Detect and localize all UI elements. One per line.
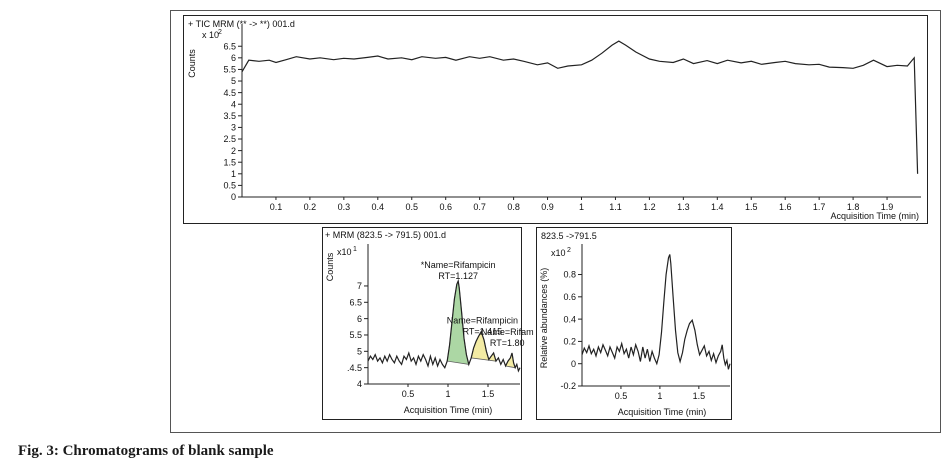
y-tick-label: 2 bbox=[231, 146, 236, 156]
peak-annotation: RT=1.127 bbox=[438, 271, 478, 281]
x-tick-label: 1 bbox=[445, 389, 450, 399]
tic-chromatogram-chart: + TIC MRM (** -> **) 001.dx 102Counts00.… bbox=[187, 19, 921, 221]
y-tick-label: 4 bbox=[357, 379, 362, 389]
peak-annotation: Name=Rifam bbox=[481, 327, 534, 337]
y-axis-label: Counts bbox=[325, 252, 335, 281]
x-tick-label: 1 bbox=[579, 202, 584, 212]
series-line-1 bbox=[367, 278, 521, 373]
relative-abundance-panel: 823.5 ->791.5 x10 2 Relative abundances (%)… bbox=[536, 227, 732, 420]
x-tick-label: 0.2 bbox=[304, 202, 317, 212]
y-tick-label: 0.5 bbox=[223, 181, 236, 191]
y-tick-label: 4 bbox=[231, 99, 236, 109]
x-tick-label: 0.6 bbox=[439, 202, 452, 212]
relative-abundance-chart: 823.5 ->791.5 x10 2 Relative abundances (%)… bbox=[539, 231, 731, 417]
x-tick-label: 1.8 bbox=[847, 202, 860, 212]
x-tick-label: 1.5 bbox=[482, 389, 495, 399]
peak-annotation: RT=1.415 bbox=[463, 327, 503, 337]
y-tick-label: 5 bbox=[357, 346, 362, 356]
x-tick-label: 0.4 bbox=[372, 202, 385, 212]
y-tick-label: 1 bbox=[231, 169, 236, 179]
x-axis-label: Acquisition Time (min) bbox=[618, 407, 707, 417]
x-tick-label: 0.8 bbox=[507, 202, 520, 212]
x-tick-label: 1.1 bbox=[609, 202, 622, 212]
x-tick-label: 1 bbox=[657, 391, 662, 401]
y-exponent-label: x 10 bbox=[202, 30, 219, 40]
y-tick-label: 0.2 bbox=[563, 337, 576, 347]
x-axis-label: Acquisition Time (min) bbox=[830, 211, 919, 221]
figure-frame bbox=[170, 10, 941, 433]
x-tick-label: 1.9 bbox=[881, 202, 894, 212]
y-exponent-superscript: 2 bbox=[218, 29, 222, 36]
figure-caption: Fig. 3: Chromatograms of blank sample bbox=[18, 443, 274, 459]
y-exponent-label: x10 bbox=[551, 248, 566, 258]
series-line-1 bbox=[241, 40, 919, 174]
y-axis-label: Relative abundances (%) bbox=[539, 268, 549, 369]
x-tick-label: 0.7 bbox=[473, 202, 486, 212]
y-tick-label: 5 bbox=[231, 76, 236, 86]
y-tick-label: 6.5 bbox=[349, 297, 362, 307]
peak-annotation: Name=Rifampicin bbox=[447, 316, 518, 326]
y-tick-label: 7 bbox=[357, 281, 362, 291]
y-tick-label: 6 bbox=[357, 314, 362, 324]
tic-chromatogram-panel: + TIC MRM (** -> **) 001.d x 10 2 Counts 0 0.… bbox=[183, 15, 928, 224]
x-tick-label: 1.2 bbox=[643, 202, 656, 212]
y-tick-label: 0 bbox=[571, 359, 576, 369]
x-tick-label: 1.4 bbox=[711, 202, 724, 212]
y-tick-label: 3 bbox=[231, 123, 236, 133]
peak-annotation: *Name=Rifampicin bbox=[421, 260, 496, 270]
x-tick-label: 0.5 bbox=[615, 391, 628, 401]
y-tick-label: 5.5 bbox=[223, 65, 236, 75]
y-exponent-label: x10 bbox=[337, 247, 352, 257]
x-tick-label: 1.3 bbox=[677, 202, 690, 212]
chart-title: + MRM (823.5 -> 791.5) 001.d bbox=[325, 230, 446, 240]
y-tick-label: 6 bbox=[231, 53, 236, 63]
y-tick-label: 0.6 bbox=[563, 292, 576, 302]
x-tick-label: 1.6 bbox=[779, 202, 792, 212]
y-tick-label: .4.5 bbox=[347, 363, 362, 373]
y-tick-label: 3.5 bbox=[223, 111, 236, 121]
x-tick-label: 0.1 bbox=[270, 202, 283, 212]
y-tick-label: 5.5 bbox=[349, 330, 362, 340]
x-tick-label: 0.9 bbox=[541, 202, 554, 212]
x-tick-label: 1.5 bbox=[693, 391, 706, 401]
y-axis-label: Counts bbox=[187, 49, 197, 78]
y-tick-label: 1.5 bbox=[223, 157, 236, 167]
y-tick-label: 0.8 bbox=[563, 270, 576, 280]
peak-annotation: RT=1.80 bbox=[490, 338, 525, 348]
y-tick-label: 2.5 bbox=[223, 134, 236, 144]
chart-title: 823.5 ->791.5 bbox=[541, 231, 597, 241]
chart-title: + TIC MRM (** -> **) 001.d bbox=[188, 19, 295, 29]
y-tick-label: 0 bbox=[231, 192, 236, 202]
x-tick-label: 1.7 bbox=[813, 202, 826, 212]
x-tick-label: 0.5 bbox=[405, 202, 418, 212]
y-exponent-superscript: 1 bbox=[353, 246, 357, 253]
y-tick-label: 4.5 bbox=[223, 88, 236, 98]
mrm-chromatogram-panel: + MRM (823.5 -> 791.5) 001.d x10 1 Counts 4.… bbox=[322, 227, 534, 420]
y-exponent-superscript: 2 bbox=[567, 247, 571, 254]
x-tick-label: 0.5 bbox=[402, 389, 415, 399]
y-tick-label: -0.2 bbox=[560, 381, 576, 391]
x-tick-label: 1.5 bbox=[745, 202, 758, 212]
x-tick-label: 0.3 bbox=[338, 202, 351, 212]
series-line-1 bbox=[581, 254, 731, 370]
y-tick-label: 0.4 bbox=[563, 314, 576, 324]
x-axis-label: Acquisition Time (min) bbox=[404, 405, 493, 415]
y-tick-label: 6.5 bbox=[223, 41, 236, 51]
